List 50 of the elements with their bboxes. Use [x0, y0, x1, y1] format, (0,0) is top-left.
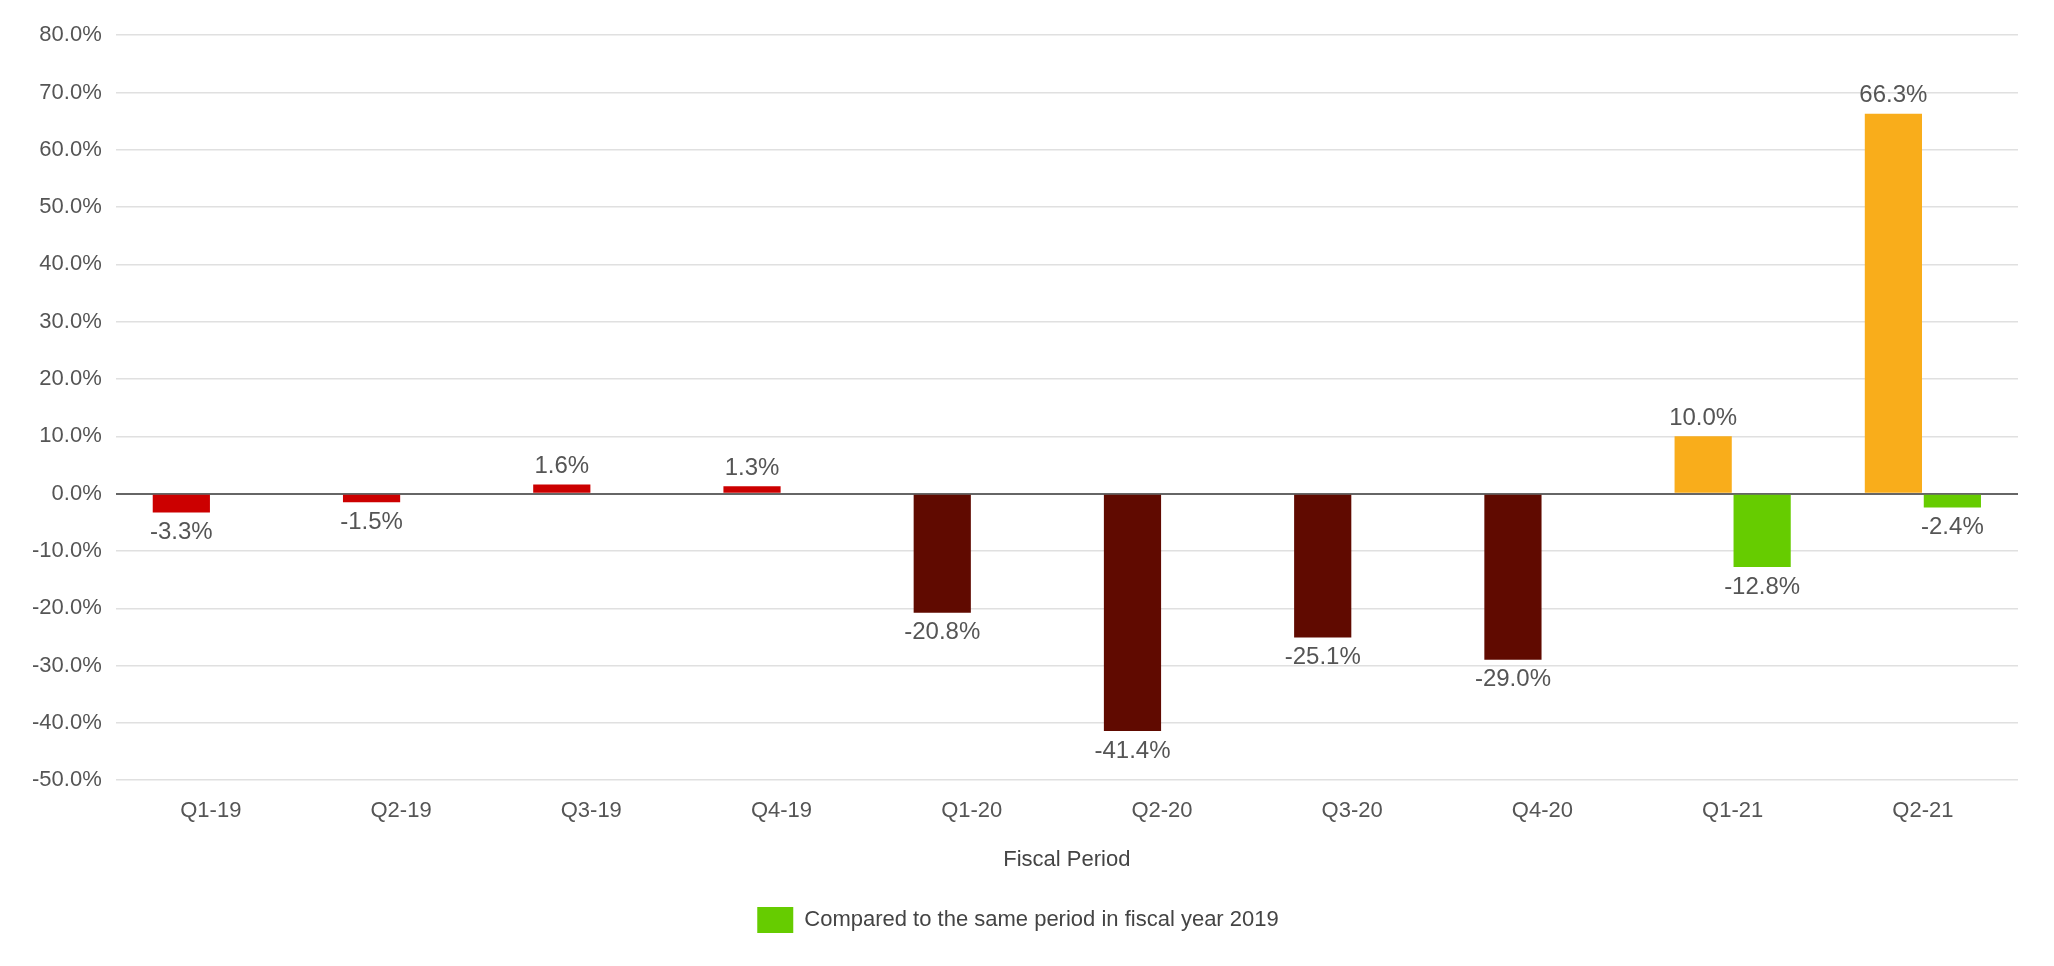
- y-tick-label: 20.0%: [39, 365, 102, 391]
- data-label: 66.3%: [1859, 80, 1928, 108]
- bar: [1294, 494, 1352, 638]
- y-tick-label: 40.0%: [39, 250, 102, 276]
- y-tick-label: 80.0%: [39, 21, 102, 47]
- data-label: -12.8%: [1724, 571, 1801, 599]
- y-tick-label: -50.0%: [31, 766, 102, 792]
- x-tick-label: Q3-20: [1321, 797, 1383, 823]
- data-label: -41.4%: [1094, 735, 1171, 763]
- x-tick-label: Q1-19: [180, 797, 242, 823]
- data-label: -20.8%: [904, 617, 981, 645]
- data-label: -29.0%: [1474, 664, 1551, 692]
- data-label: -3.3%: [149, 517, 213, 545]
- y-tick-label: -30.0%: [31, 651, 102, 677]
- y-tick-label: 70.0%: [39, 78, 102, 104]
- data-label: -25.1%: [1284, 642, 1361, 670]
- x-tick-label: Q2-19: [370, 797, 432, 823]
- y-tick-label: -40.0%: [31, 708, 102, 734]
- y-tick-label: -10.0%: [31, 537, 102, 563]
- legend-label: Compared to the same period in fiscal year 2019: [804, 906, 1279, 932]
- data-label: -1.5%: [340, 506, 403, 534]
- data-label: 1.6%: [534, 451, 590, 479]
- data-label: -2.4%: [1921, 512, 1984, 540]
- bar: [1864, 113, 1922, 493]
- x-tick-label: Q1-21: [1702, 797, 1764, 823]
- x-tick-label: Q2-20: [1131, 797, 1193, 823]
- bar: [1484, 494, 1542, 660]
- bar: [533, 484, 591, 493]
- y-tick-label: 60.0%: [39, 135, 102, 161]
- y-tick-label: 10.0%: [39, 422, 102, 448]
- x-tick-label: Q4-20: [1511, 797, 1573, 823]
- x-tick-label: Q1-20: [941, 797, 1003, 823]
- bar: [342, 494, 401, 503]
- bar: [913, 494, 971, 613]
- x-tick-label: Q3-19: [560, 797, 622, 823]
- bar: [1674, 436, 1732, 493]
- data-label: 10.0%: [1669, 402, 1738, 430]
- bar: [723, 486, 781, 493]
- bar: [1103, 494, 1162, 731]
- y-tick-label: -20.0%: [31, 594, 102, 620]
- bar: [152, 494, 210, 513]
- y-tick-label: 0.0%: [51, 479, 102, 505]
- data-label: 1.3%: [724, 452, 780, 480]
- x-tick-label: Q2-21: [1892, 797, 1954, 823]
- x-tick-label: Q4-19: [750, 797, 813, 823]
- bar: [1733, 494, 1791, 568]
- y-tick-label: 30.0%: [39, 307, 102, 333]
- x-axis-title: Fiscal Period: [1003, 845, 1131, 871]
- y-tick-label: 50.0%: [39, 193, 102, 219]
- bar: [1923, 494, 1981, 508]
